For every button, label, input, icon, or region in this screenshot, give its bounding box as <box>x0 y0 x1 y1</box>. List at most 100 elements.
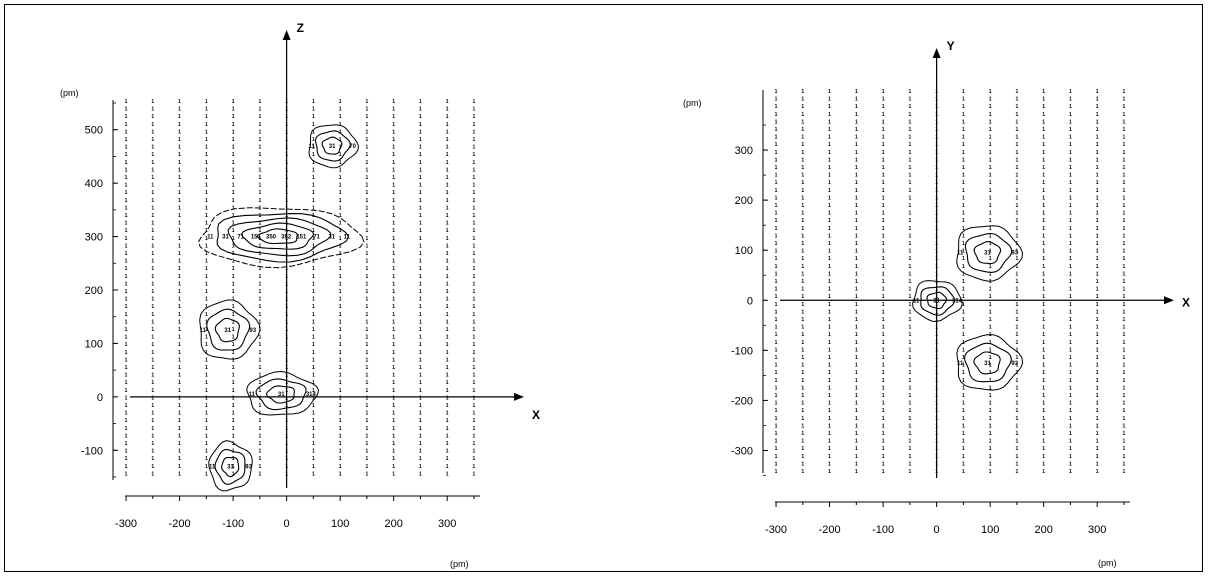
x-tick-label: -100 <box>872 524 894 536</box>
grid-value: 1 <box>232 433 235 439</box>
grid-value: 1 <box>312 205 315 211</box>
grid-value: 1 <box>392 411 395 417</box>
grid-value: 1 <box>1069 370 1072 376</box>
x-tick-label: 0 <box>284 518 290 530</box>
grid-value: 1 <box>205 129 208 135</box>
grid-value: 1 <box>446 107 449 113</box>
grid-value: 1 <box>312 471 315 477</box>
grid-value: 1 <box>855 287 858 293</box>
y-tick-label: 0 <box>747 295 753 307</box>
grid-value: 1 <box>473 380 476 386</box>
grid-value: 1 <box>855 302 858 308</box>
grid-value: 1 <box>855 211 858 217</box>
grid-value: 1 <box>775 431 778 437</box>
grid-value: 1 <box>1069 104 1072 110</box>
grid-value: 1 <box>419 433 422 439</box>
grid-value: 1 <box>205 274 208 280</box>
grid-value: 1 <box>473 213 476 219</box>
grid-value: 1 <box>908 249 911 255</box>
grid-value: 1 <box>775 439 778 445</box>
grid-value: 1 <box>828 127 831 133</box>
grid-value: 1 <box>366 471 369 477</box>
grid-value: 1 <box>312 183 315 189</box>
grid-value: 1 <box>855 401 858 407</box>
contour-value-label: 314 <box>952 298 963 304</box>
grid-value: 1 <box>232 471 235 477</box>
grid-value: 1 <box>473 395 476 401</box>
grid-value: 1 <box>178 350 181 356</box>
contour-value-label: 352 <box>281 235 292 241</box>
grid-value: 1 <box>232 388 235 394</box>
grid-value: 1 <box>339 213 342 219</box>
grid-value: 1 <box>419 395 422 401</box>
grid-value: 1 <box>1123 218 1126 224</box>
grid-value: 1 <box>339 137 342 143</box>
grid-value: 1 <box>419 190 422 196</box>
grid-value: 1 <box>125 259 128 265</box>
grid-value: 1 <box>125 335 128 341</box>
grid-value: 1 <box>392 388 395 394</box>
contour-line <box>265 385 295 404</box>
grid-value: 1 <box>258 357 261 363</box>
grid-value: 1 <box>473 145 476 151</box>
grid-value: 1 <box>908 180 911 186</box>
grid-value: 1 <box>801 431 804 437</box>
grid-value: 1 <box>205 327 208 333</box>
grid-value: 1 <box>1016 119 1019 125</box>
grid-value: 1 <box>775 385 778 391</box>
grid-value: 1 <box>989 423 992 429</box>
grid-value: 1 <box>205 266 208 272</box>
grid-value: 1 <box>392 357 395 363</box>
grid-value: 1 <box>205 456 208 462</box>
grid-value: 1 <box>828 309 831 315</box>
grid-value: 1 <box>882 203 885 209</box>
grid-value: 1 <box>962 188 965 194</box>
grid-value: 1 <box>1069 150 1072 156</box>
grid-value: 1 <box>1042 226 1045 232</box>
grid-value: 1 <box>775 279 778 285</box>
grid-value: 1 <box>1016 173 1019 179</box>
grid-value: 1 <box>125 129 128 135</box>
grid-value: 1 <box>125 464 128 470</box>
contour-value-label: 70 <box>349 144 356 150</box>
grid-value: 1 <box>151 175 154 181</box>
grid-value: 1 <box>125 160 128 166</box>
grid-value: 1 <box>962 241 965 247</box>
grid-value: 1 <box>366 395 369 401</box>
grid-value: 1 <box>989 195 992 201</box>
grid-value: 1 <box>908 119 911 125</box>
peak-contour-group: 11 31 71 151 350 352 151 71 31 11 <box>198 207 365 269</box>
grid-value: 1 <box>1016 347 1019 353</box>
grid-value: 1 <box>1042 431 1045 437</box>
grid-value: 1 <box>366 388 369 394</box>
grid-value: 1 <box>908 461 911 467</box>
peak-contour-group: 11 31 314 <box>246 370 320 416</box>
grid-value: 1 <box>258 114 261 120</box>
grid-value: 1 <box>232 236 235 242</box>
grid-value: 1 <box>801 363 804 369</box>
grid-value: 1 <box>339 190 342 196</box>
grid-value: 1 <box>232 403 235 409</box>
figure-frame <box>4 4 1203 572</box>
grid-value: 1 <box>392 259 395 265</box>
grid-value: 1 <box>1016 446 1019 452</box>
grid-value: 1 <box>962 256 965 262</box>
grid-value: 1 <box>1069 385 1072 391</box>
grid-value: 1 <box>205 167 208 173</box>
grid-value: 1 <box>125 297 128 303</box>
grid-value: 1 <box>339 228 342 234</box>
grid-value: 1 <box>908 393 911 399</box>
grid-value: 1 <box>828 97 831 103</box>
grid-value: 1 <box>908 226 911 232</box>
grid-value: 1 <box>1123 226 1126 232</box>
grid-value: 1 <box>1123 431 1126 437</box>
x-axis-label: X <box>1182 295 1190 309</box>
grid-value: 1 <box>828 469 831 475</box>
x-tick-label: 100 <box>331 518 349 530</box>
grid-value: 1 <box>828 416 831 422</box>
grid-value: 1 <box>473 259 476 265</box>
grid-value: 1 <box>312 107 315 113</box>
grid-value: 1 <box>312 426 315 432</box>
xy-contour-panel: -300 -200 -100 0 100 200 300 (pm) -300 -200 -100 0 1… <box>683 39 1190 568</box>
grid-value: 1 <box>151 426 154 432</box>
